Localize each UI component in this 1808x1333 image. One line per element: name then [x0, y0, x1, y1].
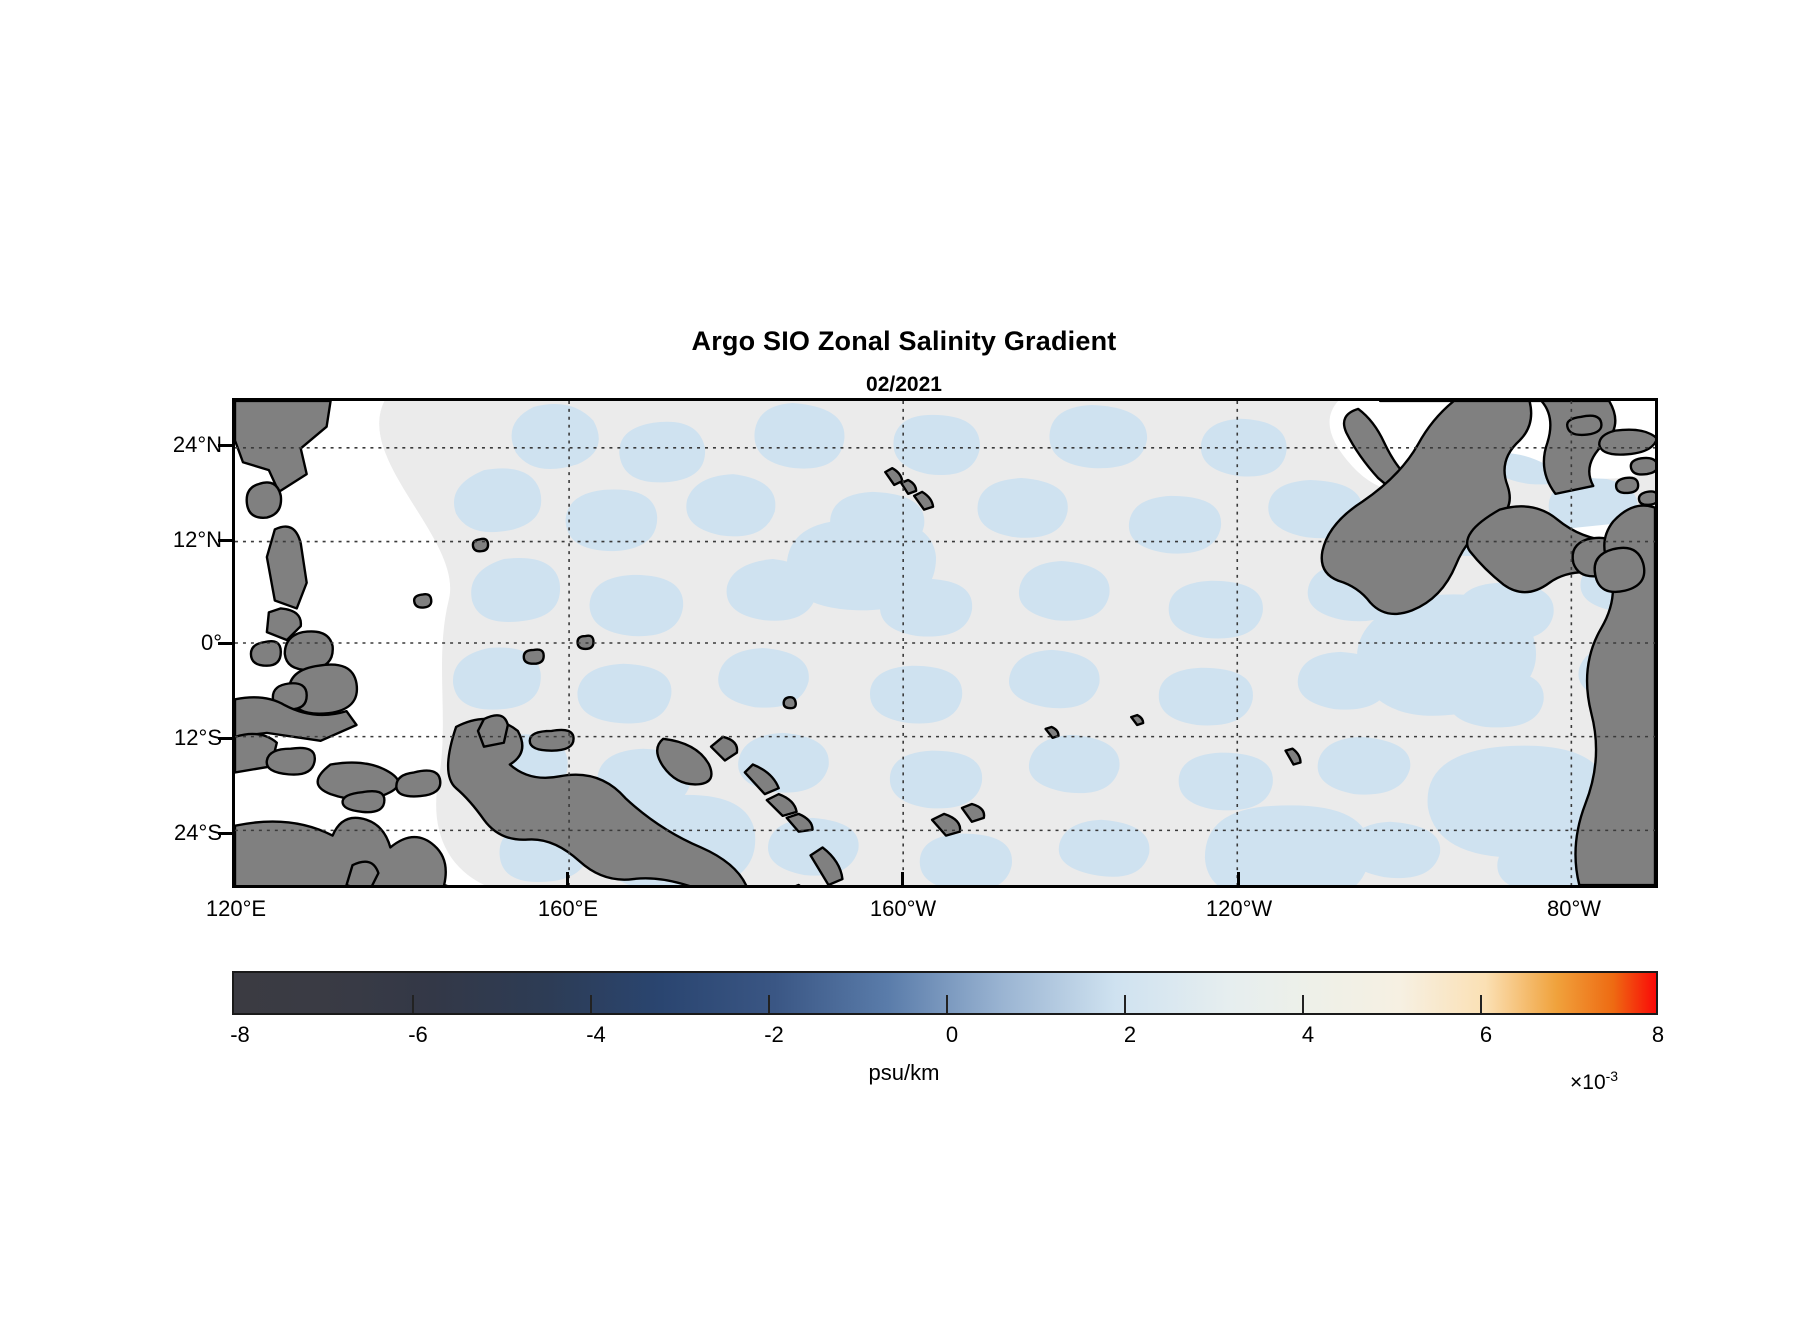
page-title: Argo SIO Zonal Salinity Gradient [691, 326, 1117, 356]
colorbar-gradient [234, 973, 1656, 1013]
ytick-label-12s: 12°S [174, 725, 222, 750]
map-clip [235, 401, 1655, 885]
colorbar-label-minus6: -6 [408, 1022, 428, 1047]
ytick-mark-0 [218, 642, 234, 645]
colorbar-tick-zero [946, 995, 948, 1013]
xtick-label-120e: 120°E [205, 896, 267, 921]
ytick-label-24s: 24°S [174, 820, 222, 845]
colorbar-tick-minus4 [590, 995, 592, 1013]
colorbar-label-zero: 0 [945, 1022, 959, 1047]
colorbar-label-8: 8 [1651, 1022, 1665, 1047]
ytick-mark-12n [218, 539, 234, 542]
xtick-label-160e: 160°E [537, 896, 599, 921]
colorbar-tick-2 [1124, 995, 1126, 1013]
ytick-mark-24n [218, 444, 234, 447]
colorbar[interactable] [232, 971, 1658, 1015]
colorbar-multiplier-exponent: -3 [1605, 1068, 1619, 1084]
colorbar-tick-6 [1480, 995, 1482, 1013]
chart-subtitle: 02/2021 [866, 373, 942, 396]
colorbar-label-6: 6 [1479, 1022, 1493, 1047]
colorbar-label-minus4: -4 [586, 1022, 606, 1047]
colorbar-tick-minus2 [768, 995, 770, 1013]
xtick-label-80w: 80°W [1546, 896, 1602, 921]
colorbar-multiplier-base: ×10 [1570, 1071, 1606, 1094]
xtick-label-160w: 160°W [869, 896, 937, 921]
colorbar-unit-label: psu/km [868, 1060, 940, 1085]
xtick-mark-120w [1237, 872, 1240, 888]
ytick-label-24n: 24°N [172, 432, 222, 457]
ytick-mark-12s [218, 737, 234, 740]
ytick-label-12n: 12°N [172, 527, 222, 552]
map-plot-area[interactable] [232, 398, 1658, 888]
map-gridlines [235, 401, 1655, 885]
colorbar-tick-minus6 [412, 995, 414, 1013]
xtick-label-120w: 120°W [1205, 896, 1273, 921]
colorbar-label-2: 2 [1123, 1022, 1137, 1047]
colorbar-body [232, 971, 1658, 1015]
colorbar-label-minus2: -2 [764, 1022, 784, 1047]
land-layer [235, 401, 1655, 885]
map-canvas [235, 401, 1655, 885]
xtick-mark-160w [901, 872, 904, 888]
ytick-label-0: 0° [200, 630, 222, 655]
colorbar-tick-4 [1302, 995, 1304, 1013]
ytick-mark-24s [218, 832, 234, 835]
colorbar-label-4: 4 [1301, 1022, 1315, 1047]
colorbar-label-minus8: -8 [230, 1022, 250, 1047]
xtick-mark-160e [566, 872, 569, 888]
colorbar-multiplier: ×10-3 [1570, 1068, 1618, 1095]
